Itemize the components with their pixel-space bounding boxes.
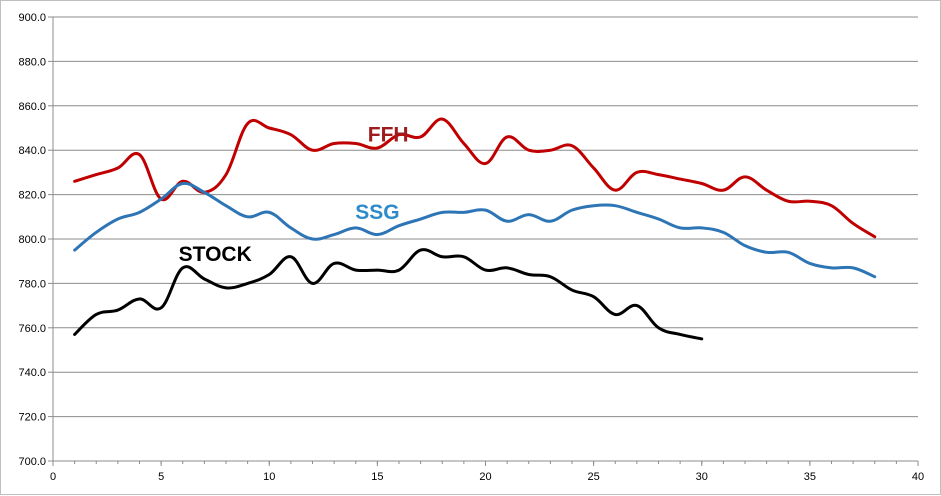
x-tick-label: 15 (371, 471, 383, 483)
series-line-stock (73, 248, 704, 341)
y-tick-label: 860.0 (18, 101, 46, 113)
series-label-ssg: SSG (355, 201, 399, 224)
series-line-ffh (73, 117, 877, 239)
series-line-ssg (73, 181, 877, 279)
y-tick-label: 820.0 (18, 190, 46, 202)
y-tick-label: 840.0 (18, 145, 46, 157)
series-lines (73, 117, 877, 341)
y-tick-label: 700.0 (18, 456, 46, 468)
x-tick-label: 30 (696, 471, 708, 483)
x-tick-label: 40 (912, 471, 924, 483)
x-tick-label: 10 (263, 471, 275, 483)
y-tick-label: 880.0 (18, 56, 46, 68)
x-tick-label: 35 (804, 471, 816, 483)
y-tick-label: 740.0 (18, 367, 46, 379)
gridlines (53, 16, 918, 462)
y-tick-label: 720.0 (18, 412, 46, 424)
series-labels: FFH SSG STOCK (179, 123, 409, 266)
series-label-stock: STOCK (179, 243, 252, 266)
y-tick-label: 780.0 (18, 278, 46, 290)
x-tick-label: 20 (479, 471, 491, 483)
axes: 700.0 720.0 740.0 760.0 780.0 800.0 820.0 840.0… (18, 12, 924, 483)
y-tick-label: 900.0 (18, 12, 46, 24)
x-tick-label: 0 (50, 471, 56, 483)
y-tick-label: 760.0 (18, 323, 46, 335)
series-label-ffh: FFH (368, 123, 409, 146)
y-tick-label: 800.0 (18, 234, 46, 246)
x-tick-label: 25 (588, 471, 600, 483)
x-tick-label: 5 (158, 471, 164, 483)
